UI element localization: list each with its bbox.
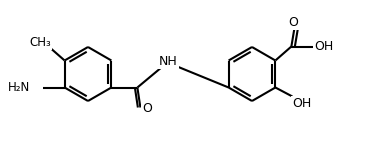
Text: H₂N: H₂N [9, 81, 31, 94]
Text: NH: NH [159, 55, 178, 68]
Text: O: O [142, 102, 152, 115]
Text: OH: OH [292, 97, 311, 110]
Text: CH₃: CH₃ [30, 36, 52, 49]
Text: O: O [288, 16, 298, 29]
Text: OH: OH [314, 40, 333, 53]
